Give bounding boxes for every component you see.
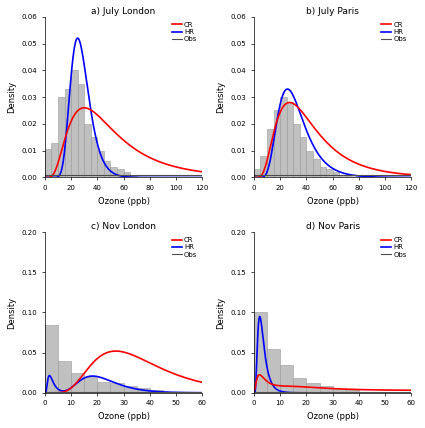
Legend: CR, HR, Obs: CR, HR, Obs [378, 19, 409, 45]
Bar [280, 97, 287, 178]
Y-axis label: Density: Density [7, 81, 16, 113]
Bar [124, 172, 130, 178]
Y-axis label: Density: Density [7, 297, 16, 329]
X-axis label: Ozone (ppb): Ozone (ppb) [98, 197, 150, 206]
Bar [346, 176, 352, 178]
Bar [117, 169, 124, 178]
Bar [137, 177, 143, 178]
Bar [320, 386, 333, 393]
Bar [274, 110, 280, 178]
Bar [320, 167, 326, 178]
Legend: CR, HR, Obs: CR, HR, Obs [378, 234, 409, 261]
Bar [71, 70, 78, 178]
Bar [333, 389, 346, 393]
Legend: CR, HR, Obs: CR, HR, Obs [169, 19, 200, 45]
Bar [267, 129, 274, 178]
Bar [300, 137, 306, 178]
Bar [84, 377, 97, 393]
X-axis label: Ozone (ppb): Ozone (ppb) [307, 412, 359, 421]
Bar [71, 373, 84, 393]
Bar [45, 149, 51, 178]
Legend: CR, HR, Obs: CR, HR, Obs [169, 234, 200, 261]
Bar [287, 102, 293, 178]
Bar [306, 383, 320, 393]
Bar [359, 392, 372, 393]
Bar [97, 382, 110, 393]
Bar [104, 161, 110, 178]
Bar [346, 390, 359, 393]
Bar [254, 312, 267, 393]
Title: c) Nov London: c) Nov London [91, 222, 156, 231]
Y-axis label: Density: Density [216, 297, 225, 329]
Bar [65, 89, 71, 178]
Bar [91, 137, 97, 178]
Bar [306, 151, 313, 178]
Bar [78, 84, 84, 178]
Bar [150, 390, 163, 393]
Bar [97, 151, 104, 178]
Bar [267, 349, 280, 393]
Bar [293, 378, 306, 393]
Bar [130, 175, 137, 178]
Bar [280, 365, 293, 393]
Bar [45, 324, 58, 393]
X-axis label: Ozone (ppb): Ozone (ppb) [307, 197, 359, 206]
Bar [110, 167, 117, 178]
Bar [339, 175, 346, 178]
Bar [84, 124, 91, 178]
Bar [110, 383, 124, 393]
Bar [254, 169, 261, 178]
Bar [58, 97, 65, 178]
Bar [293, 124, 300, 178]
Bar [333, 172, 339, 178]
X-axis label: Ozone (ppb): Ozone (ppb) [98, 412, 150, 421]
Bar [51, 143, 58, 178]
Bar [137, 388, 150, 393]
Y-axis label: Density: Density [216, 81, 225, 113]
Title: a) July London: a) July London [91, 7, 156, 16]
Title: d) Nov Paris: d) Nov Paris [306, 222, 360, 231]
Bar [58, 361, 71, 393]
Bar [261, 156, 267, 178]
Bar [124, 386, 137, 393]
Bar [326, 169, 333, 178]
Bar [163, 392, 176, 393]
Title: b) July Paris: b) July Paris [306, 7, 359, 16]
Bar [313, 159, 320, 178]
